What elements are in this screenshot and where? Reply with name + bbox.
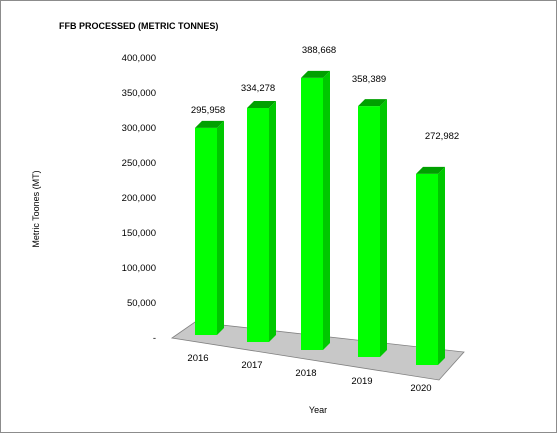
data-label-2020: 272,982 [425,131,459,142]
y-tick-label: - [153,333,156,344]
y-tick-label: 350,000 [122,88,156,99]
x-tick-label: 2019 [351,376,372,387]
x-axis-title: Year [309,405,327,415]
y-tick-label: 300,000 [122,123,156,134]
chart-floor [170,321,465,381]
y-tick-label: 100,000 [122,263,156,274]
data-label-2016: 295,958 [191,105,225,116]
y-tick-label: 200,000 [122,193,156,204]
x-tick-label: 2018 [295,368,316,379]
bar-2017 [247,101,276,342]
bar-2019 [358,99,387,358]
bar-2018 [301,70,330,350]
bar-2016 [195,120,224,335]
data-label-2018: 388,668 [302,45,336,56]
chart-title: FFB PROCESSED (METRIC TONNES) [59,21,218,31]
data-label-2017: 334,278 [241,83,275,94]
x-tick-label: 2017 [241,360,262,371]
x-tick-label: 2020 [410,383,431,394]
bar-2020 [416,166,445,365]
y-tick-label: 250,000 [122,158,156,169]
y-axis-title: Metric Toones (MT) [31,170,41,247]
y-tick-label: 50,000 [127,298,156,309]
y-tick-label: 150,000 [122,228,156,239]
y-tick-label: 400,000 [122,53,156,64]
x-tick-label: 2016 [187,353,208,364]
data-label-2019: 358,389 [352,74,386,85]
